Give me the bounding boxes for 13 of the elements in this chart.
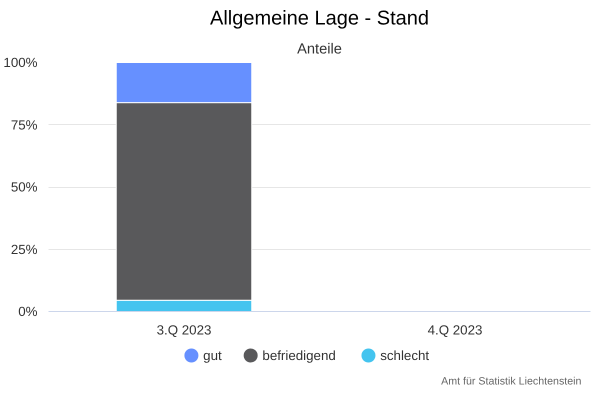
chart-subtitle: Anteile xyxy=(297,42,342,58)
y-tick-label: 25% xyxy=(10,242,38,257)
x-tick-label: 4.Q 2023 xyxy=(428,322,482,338)
legend-label: gut xyxy=(203,348,222,363)
x-tick-label: 3.Q 2023 xyxy=(156,322,212,338)
y-tick-label: 50% xyxy=(10,180,38,194)
chart-title: Allgemeine Lage - Stand xyxy=(210,8,430,30)
legend-label: schlecht xyxy=(380,348,430,363)
text: Amt für Statistik Liechtenstein xyxy=(441,376,582,388)
y-tick-label: 100% xyxy=(3,55,38,70)
y-tick-label: 75% xyxy=(10,117,38,132)
legend-label: befriedigend xyxy=(262,348,336,363)
y-tick-label: 0% xyxy=(18,304,38,319)
